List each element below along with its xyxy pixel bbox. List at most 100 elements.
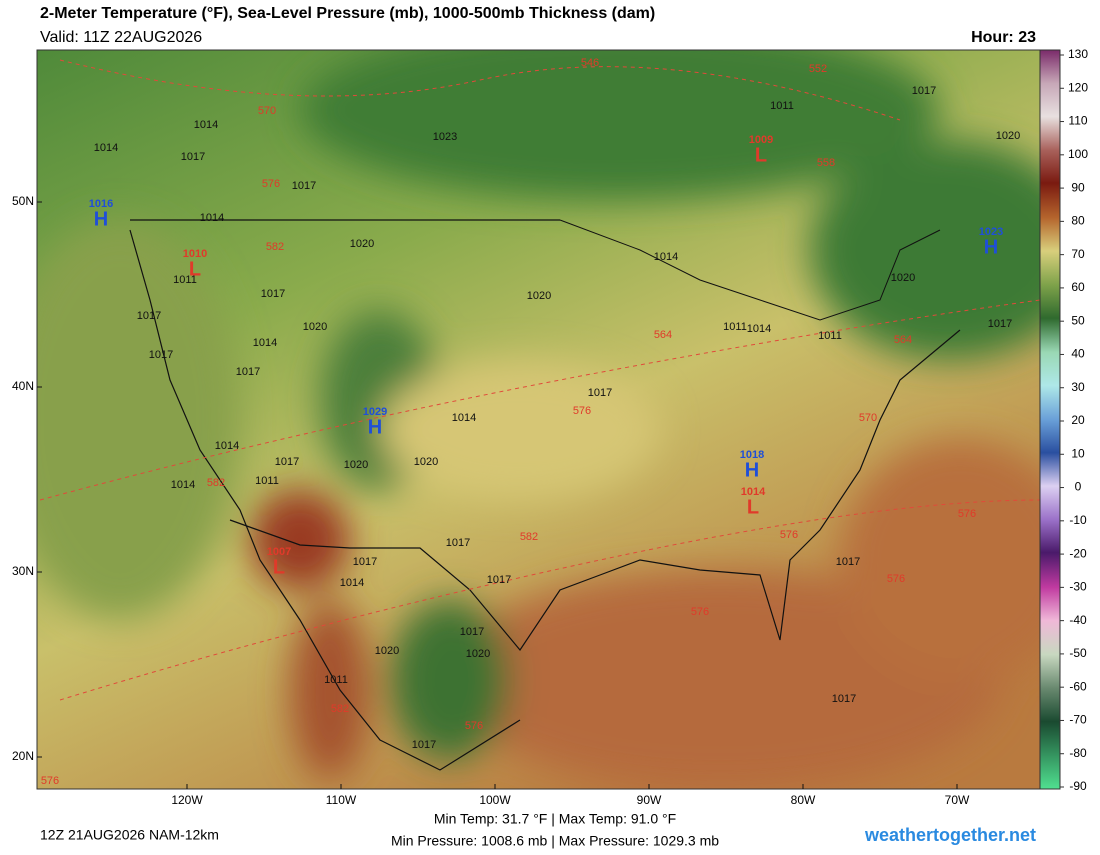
- thickness-label: 576: [262, 178, 280, 190]
- colorbar-label: 100: [1068, 147, 1088, 161]
- isobar-label: 1011: [723, 321, 747, 333]
- lon-label: 80W: [791, 793, 816, 807]
- isobar-label: 1020: [303, 321, 327, 333]
- isobar-label: 1020: [344, 459, 368, 471]
- isobar-label: 1011: [818, 330, 842, 342]
- field-blob: [250, 490, 350, 590]
- thickness-label: 564: [654, 329, 672, 341]
- colorbar-label: -80: [1069, 746, 1087, 760]
- title: 2-Meter Temperature (°F), Sea-Level Pres…: [40, 5, 655, 22]
- isobar-label: 1014: [200, 212, 224, 224]
- center-letter: L: [273, 556, 285, 578]
- center-value: 1029: [363, 406, 387, 418]
- colorbar-label: -10: [1069, 513, 1087, 527]
- isobar-label: 1017: [588, 387, 612, 399]
- thickness-label: 576: [465, 720, 483, 732]
- thickness-label: 582: [207, 477, 225, 489]
- center-letter: H: [984, 236, 998, 258]
- thickness-label: 558: [817, 157, 835, 169]
- colorbar-label: -30: [1069, 580, 1087, 594]
- map-labels: 1016H1010L1029H1018H1014L1007L1009L1023H…: [41, 57, 1020, 787]
- isobar-label: 1017: [261, 288, 285, 300]
- map-area: 1016H1010L1029H1018H1014L1007L1009L1023H…: [37, 50, 1040, 789]
- center-letter: L: [189, 258, 201, 280]
- isobar-label: 1017: [353, 556, 377, 568]
- lon-label: 110W: [326, 793, 357, 807]
- isobar-label: 1011: [770, 100, 794, 112]
- colorbar: [1039, 49, 1061, 790]
- lat-label: 40N: [12, 379, 34, 393]
- thickness-label: 582: [266, 241, 284, 253]
- site-link[interactable]: weathertogether.net: [864, 825, 1036, 845]
- pressure-range: Min Pressure: 1008.6 mb | Max Pressure: …: [391, 833, 719, 849]
- isobar-label: 1014: [194, 119, 218, 131]
- isobar-label: 1014: [452, 412, 476, 424]
- thickness-label: 576: [573, 405, 591, 417]
- center-letter: H: [745, 459, 759, 481]
- colorbar-label: 90: [1071, 180, 1085, 194]
- thickness-label: 552: [809, 63, 827, 75]
- isobar-label: 1020: [466, 648, 490, 660]
- colorbar-label: 120: [1068, 80, 1088, 94]
- colorbar-label: 0: [1075, 480, 1082, 494]
- isobar-label: 1017: [988, 318, 1012, 330]
- thickness-label: 576: [691, 606, 709, 618]
- center-letter: H: [368, 416, 382, 438]
- isobar-label: 1017: [912, 85, 936, 97]
- center-letter: L: [747, 496, 759, 518]
- colorbar-label: 40: [1071, 347, 1085, 361]
- center-value: 1018: [740, 449, 764, 461]
- thickness-label: 576: [887, 573, 905, 585]
- lat-label: 30N: [12, 564, 34, 578]
- isobar-label: 1017: [181, 151, 205, 163]
- lon-label: 100W: [479, 793, 511, 807]
- thickness-label: 570: [859, 412, 877, 424]
- lat-label: 50N: [12, 194, 34, 208]
- thickness-label: 546: [581, 57, 599, 69]
- field-blob: [390, 600, 510, 760]
- isobar-label: 1011: [324, 674, 348, 686]
- isobar-label: 1017: [446, 537, 470, 549]
- border-line: [559, 219, 941, 321]
- colorbar-label: -90: [1069, 779, 1087, 793]
- isobar-label: 1020: [350, 238, 374, 250]
- thickness-label: 576: [958, 508, 976, 520]
- center-value: 1010: [183, 248, 207, 260]
- isobar-label: 1014: [171, 479, 195, 491]
- valid-time: Valid: 11Z 22AUG2026: [40, 29, 202, 46]
- colorbar-label: 110: [1068, 114, 1087, 128]
- center-value: 1007: [267, 546, 291, 558]
- isobar-label: 1017: [292, 180, 316, 192]
- isobar-label: 1017: [460, 626, 484, 638]
- isobar-label: 1017: [275, 456, 299, 468]
- lat-label: 20N: [12, 749, 34, 763]
- isobar-label: 1017: [412, 739, 436, 751]
- colorbar-label: -20: [1069, 546, 1087, 560]
- thickness-contour: [59, 499, 1040, 701]
- field-blob: [380, 360, 660, 500]
- field-blob: [290, 600, 370, 780]
- colorbar-label: 20: [1071, 413, 1085, 427]
- colorbar-label: 10: [1071, 446, 1085, 460]
- isobar-label: 1020: [414, 456, 438, 468]
- isobar-label: 1017: [149, 349, 173, 361]
- field-blob: [840, 440, 1040, 680]
- thickness-label: 576: [41, 775, 59, 787]
- thickness-label: 570: [258, 105, 276, 117]
- isobar-label: 1014: [253, 337, 277, 349]
- center-value: 1023: [979, 226, 1003, 238]
- colorbar-label: 80: [1071, 214, 1085, 228]
- isobar-label: 1014: [654, 251, 678, 263]
- thickness-label: 582: [331, 703, 349, 715]
- isobar-label: 1023: [433, 131, 457, 143]
- isobar-label: 1020: [527, 290, 551, 302]
- center-letter: H: [94, 208, 108, 230]
- thickness-label: 576: [780, 529, 798, 541]
- thickness-label: 564: [894, 334, 912, 346]
- isobar-label: 1020: [996, 130, 1020, 142]
- thickness-label: 582: [520, 531, 538, 543]
- isobar-label: 1017: [137, 310, 161, 322]
- colorbar-label: -50: [1069, 646, 1087, 660]
